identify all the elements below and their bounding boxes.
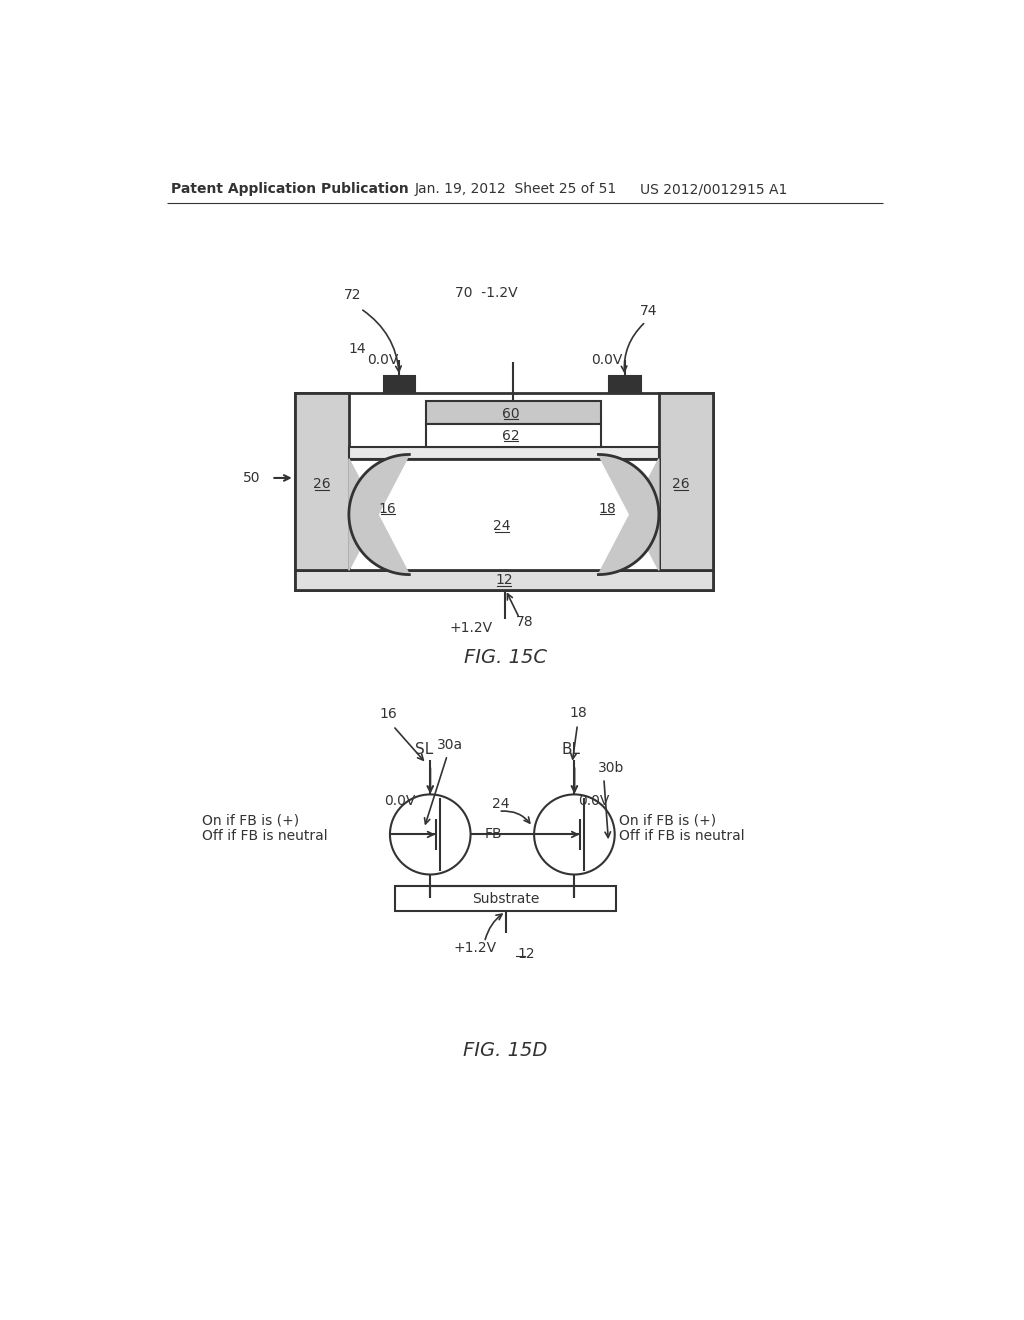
- Text: 78: 78: [515, 615, 534, 628]
- Text: FIG. 15C: FIG. 15C: [464, 648, 547, 667]
- Text: 14: 14: [348, 342, 366, 356]
- Text: 0.0V: 0.0V: [579, 793, 609, 808]
- Text: 72: 72: [343, 289, 360, 302]
- Text: BL: BL: [561, 742, 580, 758]
- Text: Jan. 19, 2012  Sheet 25 of 51: Jan. 19, 2012 Sheet 25 of 51: [415, 182, 617, 197]
- Text: On if FB is (+): On if FB is (+): [618, 813, 716, 828]
- Text: +1.2V: +1.2V: [450, 622, 493, 635]
- Text: 18: 18: [598, 502, 615, 516]
- Text: 0.0V: 0.0V: [367, 354, 398, 367]
- Text: 24: 24: [493, 797, 510, 810]
- Text: FIG. 15D: FIG. 15D: [463, 1040, 548, 1060]
- Polygon shape: [349, 454, 410, 574]
- Text: 24: 24: [493, 520, 510, 533]
- Text: 74: 74: [640, 304, 657, 318]
- Text: Patent Application Publication: Patent Application Publication: [171, 182, 409, 197]
- Text: 26: 26: [313, 477, 331, 491]
- Text: 30a: 30a: [436, 738, 463, 752]
- Text: US 2012/0012915 A1: US 2012/0012915 A1: [640, 182, 786, 197]
- Text: 50: 50: [243, 471, 260, 484]
- Text: 70  -1.2V: 70 -1.2V: [455, 286, 518, 300]
- Text: Off if FB is neutral: Off if FB is neutral: [618, 829, 744, 843]
- Text: +1.2V: +1.2V: [454, 941, 497, 956]
- Bar: [295, 570, 713, 590]
- Text: 18: 18: [569, 706, 588, 719]
- Bar: [349, 447, 658, 459]
- Text: Off if FB is neutral: Off if FB is neutral: [202, 829, 328, 843]
- Bar: [349, 459, 658, 570]
- Text: 0.0V: 0.0V: [592, 354, 623, 367]
- Text: 60: 60: [502, 407, 519, 421]
- Text: 62: 62: [502, 429, 519, 442]
- Text: SL: SL: [415, 742, 433, 758]
- Text: Substrate: Substrate: [472, 892, 540, 906]
- Bar: [426, 401, 601, 424]
- Text: 26: 26: [672, 477, 689, 491]
- Bar: [426, 424, 601, 447]
- Bar: [384, 376, 415, 393]
- Text: 16: 16: [379, 502, 396, 516]
- Text: 30b: 30b: [598, 762, 624, 775]
- Text: 12: 12: [495, 573, 513, 587]
- Bar: [295, 393, 349, 570]
- Text: FB: FB: [484, 828, 502, 841]
- Text: 0.0V: 0.0V: [384, 793, 415, 808]
- Text: On if FB is (+): On if FB is (+): [202, 813, 299, 828]
- Text: 16: 16: [380, 708, 397, 721]
- Bar: [608, 376, 641, 393]
- Polygon shape: [598, 454, 658, 574]
- Bar: [658, 393, 713, 570]
- Text: 12: 12: [517, 946, 535, 961]
- Bar: [395, 886, 616, 911]
- Bar: [295, 393, 713, 590]
